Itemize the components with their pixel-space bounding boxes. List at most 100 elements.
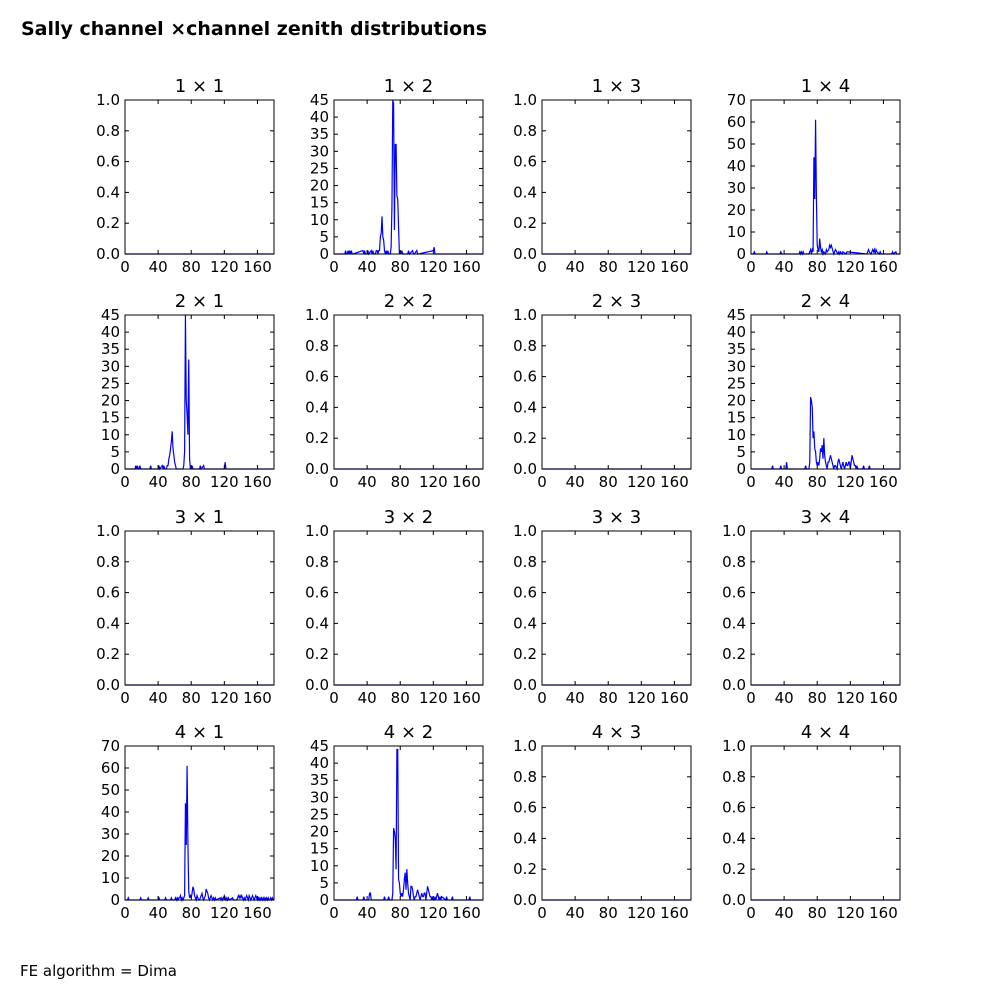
footnote: FE algorithm = Dima <box>20 962 177 980</box>
subplot-title: 3 × 3 <box>592 507 641 528</box>
axes-frame <box>750 99 901 255</box>
y-tick-label: 0.8 <box>513 122 537 140</box>
y-tick-label: 0.6 <box>96 584 120 602</box>
x-tick-label: 0 <box>537 689 547 707</box>
subplot-4-3: 4 × 3 0 40 80 120 160 0.0 0.2 0.4 0.6 0.8 1.0 <box>513 722 692 922</box>
y-tick-label: 40 <box>727 157 746 175</box>
y-tick-label: 10 <box>727 426 746 444</box>
y-tick-label: 20 <box>727 201 746 219</box>
x-tick-label: 120 <box>836 904 865 922</box>
y-tick-label: 0.2 <box>513 214 537 232</box>
subplot-title: 2 × 4 <box>801 291 850 312</box>
y-tick-label: 35 <box>101 340 120 358</box>
subplot-1-3: 1 × 3 0 40 80 120 160 0.0 0.2 0.4 0.6 0.8 1.0 <box>513 76 692 276</box>
y-tick-label: 0.0 <box>513 460 537 478</box>
y-tick-label: 35 <box>310 771 329 789</box>
y-tick-label: 15 <box>310 840 329 858</box>
y-tick-label: 0.2 <box>722 645 746 663</box>
x-tick-label: 80 <box>391 904 410 922</box>
y-tick-label: 0.2 <box>513 429 537 447</box>
y-tick-label: 30 <box>310 788 329 806</box>
axes-frame <box>333 99 484 255</box>
subplot-1-1: 1 × 1 0 40 80 120 160 0.0 0.2 0.4 0.6 0.8 1.0 <box>96 76 275 276</box>
y-tick-label: 30 <box>101 825 120 843</box>
y-tick-label: 30 <box>310 142 329 160</box>
y-tick-label: 1.0 <box>305 522 329 540</box>
series-line <box>334 748 483 902</box>
x-tick-label: 80 <box>808 904 827 922</box>
y-tick-label: 45 <box>310 91 329 109</box>
y-tick-label: 5 <box>319 228 329 246</box>
x-tick-label: 120 <box>210 904 239 922</box>
y-tick-label: 0.6 <box>722 584 746 602</box>
y-tick-label: 0.8 <box>305 553 329 571</box>
x-tick-label: 160 <box>243 689 272 707</box>
y-tick-label: 70 <box>101 737 120 755</box>
x-tick-label: 120 <box>419 904 448 922</box>
y-tick-label: 0.2 <box>513 645 537 663</box>
x-tick-label: 80 <box>599 904 618 922</box>
y-tick-label: 50 <box>101 781 120 799</box>
axes-frame <box>541 99 692 255</box>
x-tick-label: 0 <box>120 258 130 276</box>
x-tick-label: 40 <box>566 904 585 922</box>
axes-frame <box>750 314 901 470</box>
y-tick-label: 10 <box>727 223 746 241</box>
y-tick-label: 0 <box>110 891 120 909</box>
subplot-title: 2 × 2 <box>384 291 433 312</box>
x-tick-label: 80 <box>808 258 827 276</box>
x-tick-label: 160 <box>452 473 481 491</box>
x-tick-label: 80 <box>391 258 410 276</box>
series-line <box>334 99 483 256</box>
x-tick-label: 120 <box>210 473 239 491</box>
subplot-title: 3 × 4 <box>801 507 850 528</box>
y-tick-label: 40 <box>310 754 329 772</box>
figure-title: Sally channel ×channel zenith distributi… <box>21 18 488 40</box>
y-tick-label: 0.2 <box>96 214 120 232</box>
y-tick-label: 1.0 <box>96 91 120 109</box>
x-tick-label: 120 <box>836 473 865 491</box>
y-tick-label: 1.0 <box>513 91 537 109</box>
x-tick-label: 40 <box>149 904 168 922</box>
x-tick-label: 40 <box>775 258 794 276</box>
x-tick-label: 0 <box>329 689 339 707</box>
y-tick-label: 1.0 <box>513 306 537 324</box>
y-tick-label: 20 <box>101 392 120 410</box>
y-tick-label: 0.8 <box>722 553 746 571</box>
y-tick-label: 0.6 <box>513 799 537 817</box>
y-tick-label: 0 <box>319 891 329 909</box>
x-tick-label: 160 <box>869 689 898 707</box>
y-tick-label: 0.6 <box>305 584 329 602</box>
y-tick-label: 5 <box>110 443 120 461</box>
x-tick-label: 80 <box>599 258 618 276</box>
axes-frame <box>750 530 901 686</box>
y-tick-label: 15 <box>310 194 329 212</box>
y-tick-label: 0.4 <box>305 398 329 416</box>
y-tick-label: 25 <box>727 374 746 392</box>
x-tick-label: 160 <box>660 904 689 922</box>
y-tick-label: 0 <box>736 245 746 263</box>
y-tick-label: 0.2 <box>513 860 537 878</box>
x-tick-label: 120 <box>627 689 656 707</box>
y-tick-label: 60 <box>727 113 746 131</box>
x-tick-label: 120 <box>836 689 865 707</box>
axes-frame <box>541 530 692 686</box>
subplot-title: 4 × 2 <box>384 722 433 743</box>
y-tick-label: 0.4 <box>513 398 537 416</box>
x-tick-label: 160 <box>660 258 689 276</box>
subplot-3-3: 3 × 3 0 40 80 120 160 0.0 0.2 0.4 0.6 0.8 1.0 <box>513 507 692 707</box>
y-tick-label: 30 <box>727 179 746 197</box>
x-tick-label: 80 <box>599 689 618 707</box>
subplot-3-1: 3 × 1 0 40 80 120 160 0.0 0.2 0.4 0.6 0.8 1.0 <box>96 507 275 707</box>
y-tick-label: 0.4 <box>96 614 120 632</box>
subplot-title: 1 × 3 <box>592 76 641 97</box>
x-tick-label: 0 <box>329 904 339 922</box>
series-line <box>125 765 274 903</box>
y-tick-label: 20 <box>727 392 746 410</box>
x-tick-label: 120 <box>627 473 656 491</box>
y-tick-label: 0 <box>110 460 120 478</box>
y-tick-label: 25 <box>310 805 329 823</box>
